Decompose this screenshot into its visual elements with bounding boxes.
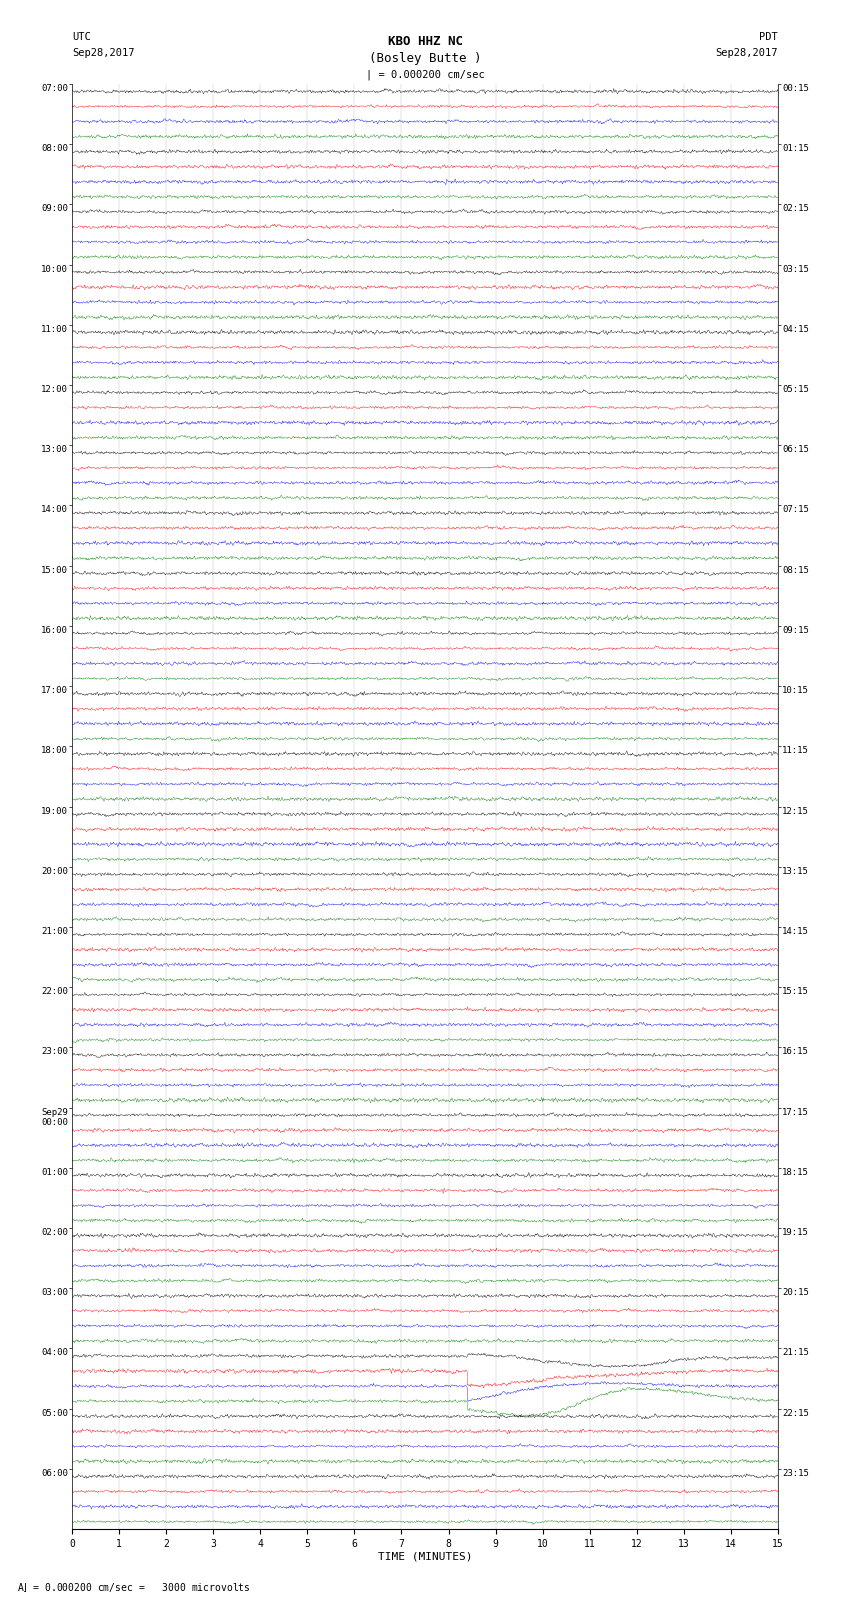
Text: (Bosley Butte ): (Bosley Butte ): [369, 52, 481, 65]
Text: PDT: PDT: [759, 32, 778, 42]
X-axis label: TIME (MINUTES): TIME (MINUTES): [377, 1552, 473, 1561]
Text: KBO HHZ NC: KBO HHZ NC: [388, 35, 462, 48]
Text: UTC: UTC: [72, 32, 91, 42]
Text: A$\rfloor$ = 0.000200 cm/sec =   3000 microvolts: A$\rfloor$ = 0.000200 cm/sec = 3000 micr…: [17, 1581, 251, 1594]
Text: | = 0.000200 cm/sec: | = 0.000200 cm/sec: [366, 69, 484, 81]
Text: Sep28,2017: Sep28,2017: [715, 48, 778, 58]
Text: Sep28,2017: Sep28,2017: [72, 48, 135, 58]
